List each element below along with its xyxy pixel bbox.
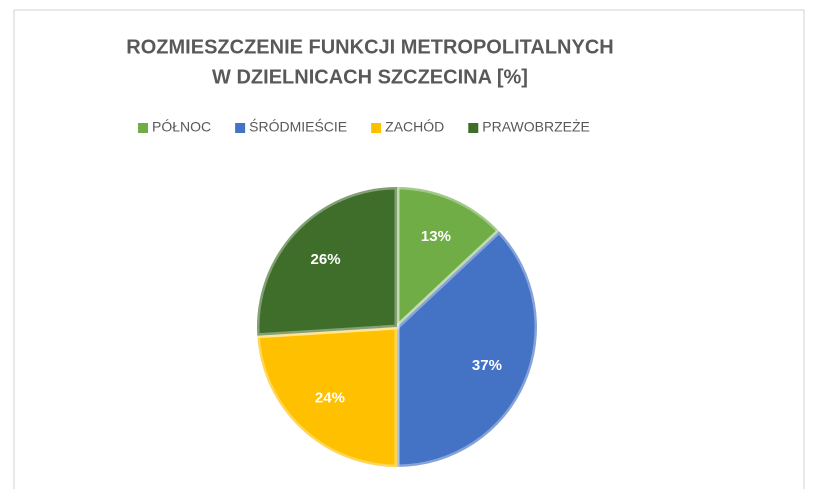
pie-slice [254, 184, 400, 339]
data-label: 24% [315, 389, 345, 406]
legend-label: PÓŁNOC [152, 119, 211, 135]
pie-slice [394, 227, 540, 470]
data-label: 13% [421, 228, 451, 245]
legend-swatch [371, 123, 382, 133]
data-label: 26% [311, 251, 341, 268]
legend-swatch [235, 123, 246, 133]
pie-slice [394, 184, 503, 333]
legend-swatch [138, 123, 148, 133]
pie-slice [254, 324, 400, 470]
chart-title: ROZMIESZCZENIE FUNKCJI METROPOLITALNYCH [126, 36, 613, 58]
legend-label: ZACHÓD [385, 119, 444, 135]
chart-title: W DZIELNICACH SZCZECINA [%] [212, 66, 528, 88]
data-label: 37% [472, 357, 502, 374]
legend-label: ŚRÓDMIEŚCIE [249, 118, 347, 135]
legend-label: PRAWOBRZEŻE [482, 118, 590, 135]
legend-swatch [468, 123, 479, 133]
